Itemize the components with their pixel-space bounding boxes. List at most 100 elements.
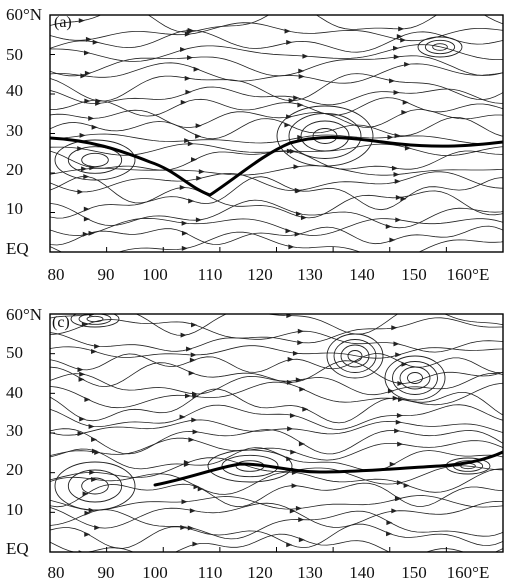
flow-arrow — [401, 361, 408, 367]
flow-arrow — [191, 322, 198, 328]
streamline — [50, 109, 503, 129]
circulation-contour — [347, 350, 363, 362]
flow-arrow — [403, 483, 410, 489]
flow-arrow — [85, 36, 92, 42]
circulation-contour — [424, 39, 456, 55]
x-label-90: 90 — [97, 563, 115, 582]
flow-arrow — [298, 517, 305, 523]
flow-arrow — [83, 216, 90, 222]
y-label-30: 30 — [6, 421, 23, 440]
x-label-80: 80 — [47, 265, 65, 284]
flow-arrow — [91, 448, 98, 454]
flow-arrow — [189, 508, 196, 514]
streamline — [50, 428, 503, 455]
flow-arrow — [286, 542, 293, 548]
streamline — [50, 15, 503, 33]
flow-arrow — [396, 34, 403, 40]
flow-arrow — [290, 449, 297, 455]
streamline — [50, 437, 503, 461]
circulation-contour — [221, 454, 279, 478]
flow-arrow — [188, 370, 195, 376]
circulation-contour — [288, 113, 362, 159]
streamline — [50, 457, 503, 485]
flow-arrow — [189, 357, 196, 363]
flow-arrow — [395, 495, 402, 501]
flow-arrow — [387, 134, 394, 140]
flow-arrow — [198, 169, 205, 175]
flow-arrow — [181, 499, 188, 505]
flow-arrow — [297, 134, 304, 140]
flow-arrow — [391, 508, 398, 514]
flow-arrow — [187, 141, 194, 147]
flow-arrow — [298, 537, 305, 543]
flow-arrow — [195, 133, 202, 139]
flow-arrow — [88, 423, 95, 429]
flow-arrow — [191, 157, 198, 163]
flow-arrow — [404, 145, 411, 151]
streamlines — [50, 4, 503, 252]
flow-arrow — [94, 525, 101, 531]
flow-arrow — [184, 138, 191, 144]
streamline — [50, 150, 503, 171]
y-label-60n: 60°N — [6, 305, 43, 324]
flow-arrow — [299, 386, 306, 392]
flow-arrow — [400, 37, 407, 43]
streamline — [50, 404, 503, 430]
flow-arrow — [88, 115, 95, 121]
flow-arrow — [183, 459, 190, 465]
streamlines — [50, 314, 503, 552]
circulation-contour — [407, 372, 423, 384]
flow-arrow — [79, 416, 86, 422]
flow-arrow — [190, 352, 197, 358]
flow-arrow — [289, 413, 296, 419]
ridge-line — [50, 135, 503, 197]
circulation-contour — [81, 477, 109, 495]
circulation-contour — [399, 366, 431, 390]
flow-arrow — [196, 175, 203, 181]
flow-arrow — [181, 245, 188, 251]
streamline — [50, 495, 503, 511]
x-label-130: 130 — [297, 265, 323, 284]
y-label-10: 10 — [6, 500, 23, 519]
flow-arrow — [286, 314, 293, 319]
flow-arrow — [395, 419, 402, 425]
flow-arrow — [77, 189, 84, 195]
streamline — [50, 500, 503, 529]
flow-arrow — [393, 54, 400, 60]
streamline-map-c — [49, 313, 504, 553]
flow-arrow — [181, 220, 188, 226]
x-label-140: 140 — [349, 265, 375, 284]
y-label-eq: EQ — [6, 539, 29, 558]
flow-arrow — [287, 426, 294, 432]
streamline — [50, 171, 503, 193]
panel-label: (a) — [54, 14, 72, 31]
flow-arrow — [294, 231, 301, 237]
flow-arrow — [79, 132, 86, 138]
circulation-contour — [81, 152, 109, 168]
circulation-contour — [276, 105, 374, 167]
streamline-map-panel-c: (c) 60°N 50 40 30 20 10 EQ 80 90 100 110… — [0, 296, 508, 586]
x-label-160e: 160°E — [446, 265, 490, 284]
flow-arrow — [404, 61, 411, 67]
circulation-contour — [207, 449, 293, 483]
circulation-contour — [54, 139, 136, 181]
circulation-contour — [340, 344, 370, 368]
x-label-110: 110 — [197, 563, 223, 582]
flow-arrow — [394, 428, 401, 434]
circulation-contour — [78, 314, 112, 325]
flow-arrow — [184, 75, 191, 81]
flow-arrow — [77, 367, 84, 373]
flow-arrow — [298, 441, 305, 447]
flow-arrow — [293, 4, 299, 9]
x-label-90: 90 — [97, 265, 115, 284]
flow-arrow — [395, 217, 402, 223]
flow-arrow — [193, 66, 200, 72]
y-label-30: 30 — [6, 121, 23, 140]
streamline — [50, 482, 503, 508]
streamline — [50, 44, 503, 62]
flow-arrow — [393, 171, 400, 177]
streamline — [50, 388, 503, 424]
flow-arrow — [284, 122, 291, 128]
circulation-contour — [300, 120, 350, 152]
circulation-contour — [432, 43, 448, 51]
